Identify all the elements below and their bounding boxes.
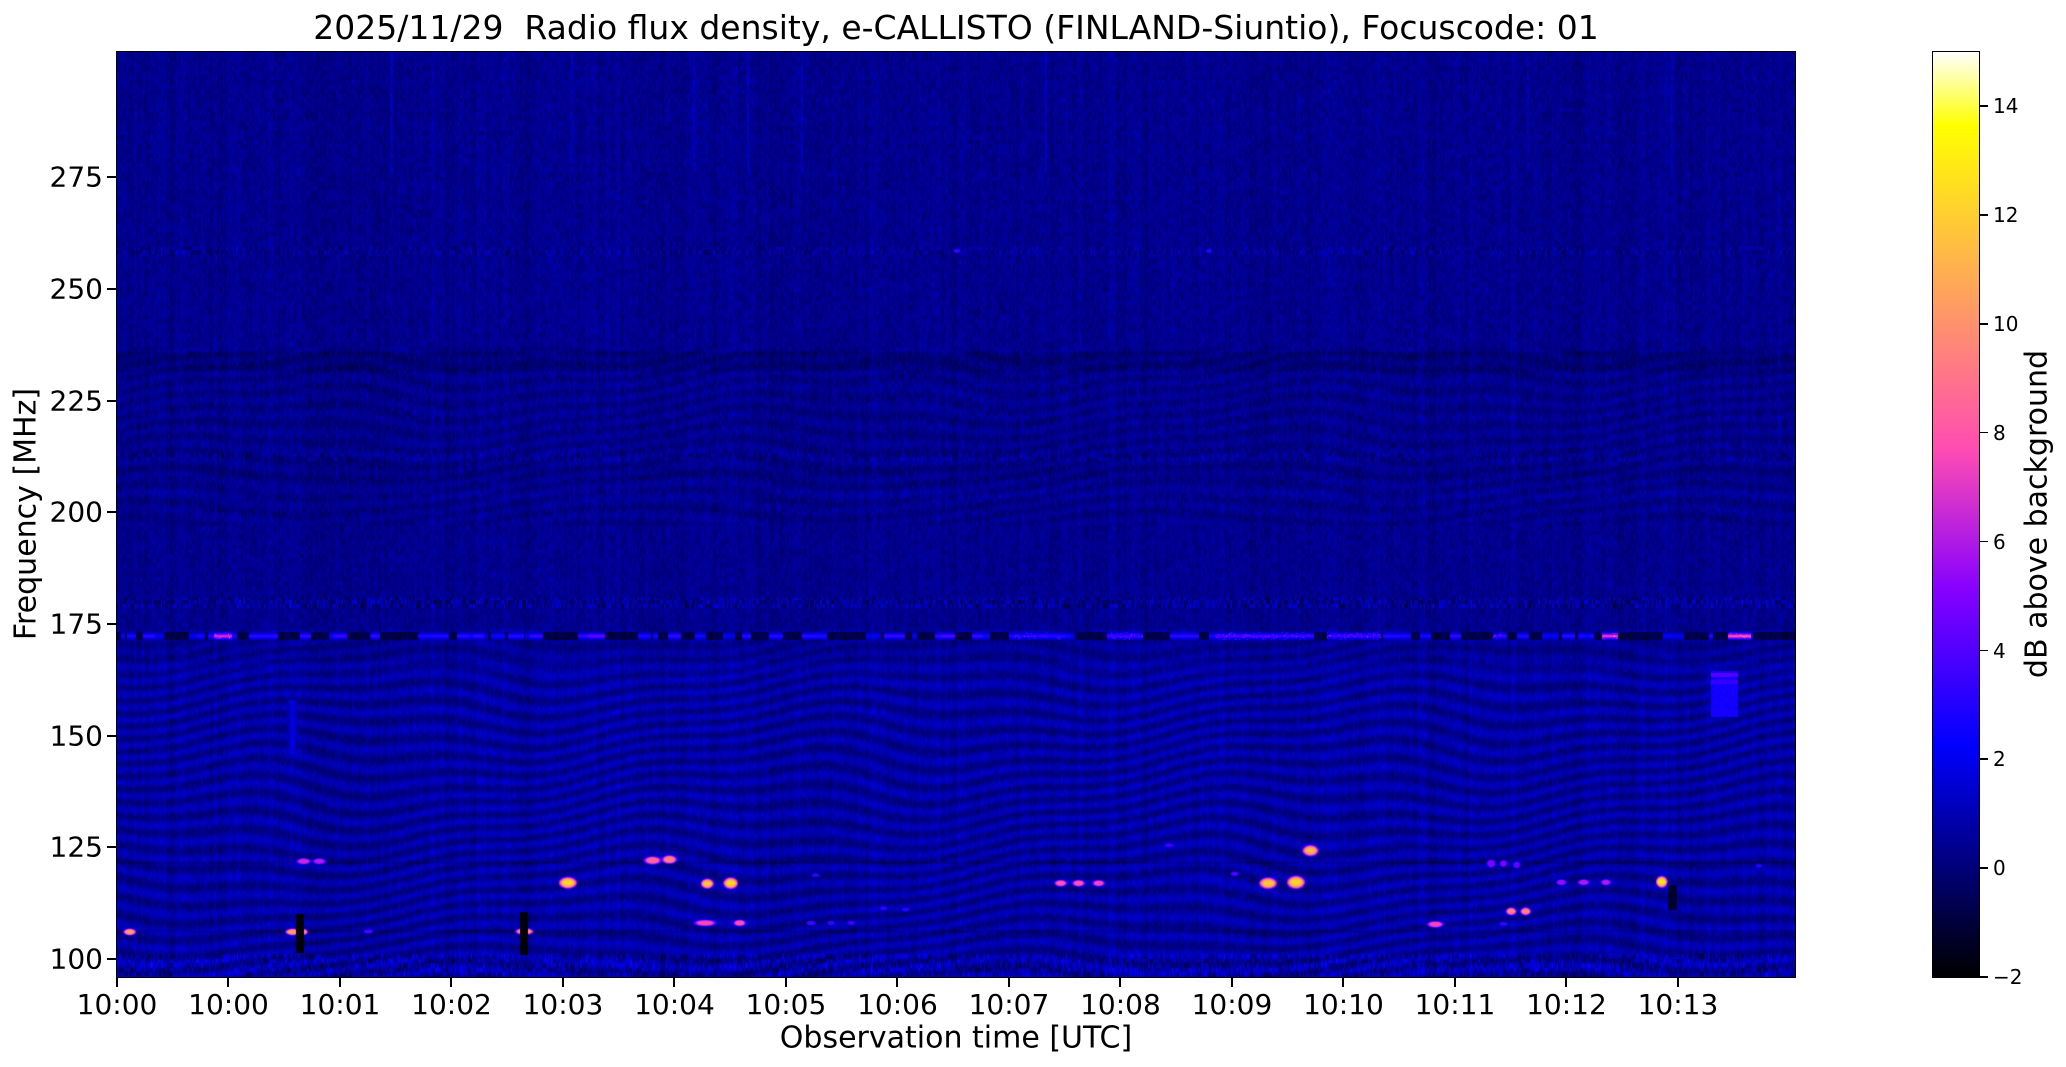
colorbar-tick-label: 12 xyxy=(1993,203,2019,228)
colorbar-tick-label: 8 xyxy=(1993,420,2006,445)
x-tick-label: 10:09 xyxy=(1191,988,1273,1021)
y-tick-mark xyxy=(107,287,116,290)
x-tick-mark xyxy=(1007,978,1010,987)
y-tick-mark xyxy=(107,958,116,961)
y-tick-mark xyxy=(107,176,116,179)
x-tick-label: 10:02 xyxy=(411,988,492,1021)
spectrogram-heatmap xyxy=(116,51,1796,978)
y-tick-mark xyxy=(107,399,116,402)
colorbar-tick-mark xyxy=(1980,323,1988,325)
x-tick-label: 10:06 xyxy=(857,988,938,1021)
y-tick-mark xyxy=(107,622,116,625)
colorbar-tick-label: −2 xyxy=(1993,965,2023,989)
y-tick-label: 250 xyxy=(49,272,103,306)
x-tick-mark xyxy=(673,978,676,987)
x-tick-mark xyxy=(1565,978,1568,987)
chart-title: 2025/11/29 Radio flux density, e-CALLIST… xyxy=(313,8,1599,47)
x-tick-label: 10:05 xyxy=(745,988,827,1021)
colorbar-label: dB above background xyxy=(2019,349,2055,679)
x-tick-label: 10:01 xyxy=(299,988,381,1021)
x-tick-label: 10:08 xyxy=(1080,988,1161,1021)
x-tick-label: 10:04 xyxy=(634,988,715,1021)
y-tick-label: 200 xyxy=(49,495,103,529)
x-tick-label: 10:12 xyxy=(1526,988,1607,1021)
colorbar-tick-mark xyxy=(1980,540,1988,543)
y-tick-label: 175 xyxy=(49,607,103,641)
y-tick-label: 125 xyxy=(49,830,103,864)
colorbar-tick-mark xyxy=(1980,105,1988,107)
colorbar-tick-label: 6 xyxy=(1993,529,2006,554)
x-tick-mark xyxy=(450,978,453,987)
x-tick-label: 10:07 xyxy=(968,988,1050,1021)
colorbar-tick-mark xyxy=(1980,867,1988,869)
y-tick-label: 275 xyxy=(49,160,103,194)
colorbar-tick-label: 2 xyxy=(1993,747,2006,772)
colorbar-gradient xyxy=(1932,51,1980,978)
x-tick-label: 10:00 xyxy=(188,988,269,1021)
y-tick-mark xyxy=(107,511,116,514)
x-tick-mark xyxy=(338,978,341,987)
x-tick-mark xyxy=(1342,978,1345,987)
x-tick-mark xyxy=(116,978,118,987)
colorbar-tick-mark xyxy=(1980,758,1988,760)
colorbar-tick-mark xyxy=(1980,214,1988,216)
y-tick-label: 225 xyxy=(49,384,103,418)
x-tick-mark xyxy=(1676,978,1679,987)
x-tick-mark xyxy=(896,978,899,987)
x-tick-label: 10:11 xyxy=(1414,988,1496,1021)
colorbar-tick-label: 14 xyxy=(1993,94,2019,119)
x-tick-label: 10:10 xyxy=(1303,988,1384,1021)
x-tick-mark xyxy=(784,978,787,987)
colorbar-tick-mark xyxy=(1980,649,1988,652)
colorbar-tick-label: 0 xyxy=(1993,856,2006,881)
x-axis-label: Observation time [UTC] xyxy=(779,1020,1133,1056)
x-tick-label: 10:13 xyxy=(1637,988,1719,1021)
y-tick-mark xyxy=(107,734,116,737)
x-tick-mark xyxy=(1119,978,1122,987)
y-tick-mark xyxy=(107,846,116,849)
y-tick-label: 100 xyxy=(49,942,103,976)
x-tick-mark xyxy=(227,978,230,987)
x-tick-label: 10:00 xyxy=(76,988,158,1021)
colorbar-tick-label: 4 xyxy=(1993,638,2006,663)
colorbar-tick-mark xyxy=(1980,976,1988,978)
colorbar-tick-mark xyxy=(1980,431,1988,434)
x-tick-mark xyxy=(1453,978,1456,987)
y-tick-label: 150 xyxy=(49,719,103,753)
x-tick-mark xyxy=(561,978,564,987)
x-tick-label: 10:03 xyxy=(522,988,604,1021)
x-tick-mark xyxy=(1230,978,1233,987)
colorbar-tick-label: 10 xyxy=(1993,312,2019,337)
y-axis-label: Frequency [MHz] xyxy=(8,387,44,641)
